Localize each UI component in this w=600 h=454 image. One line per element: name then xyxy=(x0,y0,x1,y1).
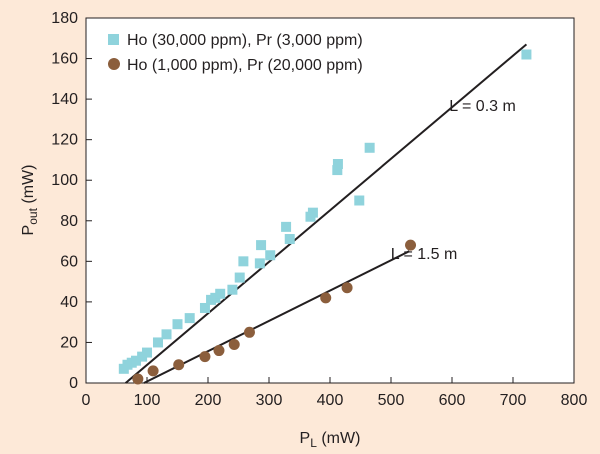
y-tick-label: 140 xyxy=(51,91,78,108)
y-tick-label: 40 xyxy=(60,294,78,311)
x-tick-label: 600 xyxy=(439,392,466,409)
data-point-series-1 xyxy=(227,284,238,295)
x-tick-label: 300 xyxy=(256,392,283,409)
legend-marker-circle xyxy=(108,58,120,70)
y-tick-label: 160 xyxy=(51,51,78,68)
data-point-series-2 xyxy=(405,239,417,251)
x-tick-label: 800 xyxy=(561,392,588,409)
fit-lines xyxy=(125,43,528,384)
data-point-series-1 xyxy=(265,250,276,261)
plot-area xyxy=(85,17,575,384)
data-point-series-1 xyxy=(238,256,249,267)
x-tick-label: 100 xyxy=(134,392,161,409)
y-tick-label: 180 xyxy=(51,10,78,27)
y-axis-title: Pout (mW) xyxy=(20,165,40,236)
x-tick-label: 500 xyxy=(378,392,405,409)
annotation-line-1: L = 0.3 m xyxy=(449,98,516,115)
data-point-series-1 xyxy=(234,272,245,283)
x-tick-label: 400 xyxy=(317,392,344,409)
data-point-series-2 xyxy=(147,365,159,377)
data-point-series-2 xyxy=(199,351,211,363)
x-tick-label: 700 xyxy=(500,392,527,409)
data-point-series-1 xyxy=(354,195,365,206)
data-point-series-2 xyxy=(173,359,185,371)
y-tick-label: 120 xyxy=(51,132,78,149)
data-point-series-1 xyxy=(131,355,142,366)
y-axis-ticks: 0 20 40 60 80 100 120 140 160 180 xyxy=(51,10,92,392)
legend-label-series-1: Ho (30,000 ppm), Pr (3,000 ppm) xyxy=(127,32,363,49)
data-point-series-1 xyxy=(215,288,226,299)
data-point-series-2 xyxy=(132,373,144,385)
data-point-series-1 xyxy=(152,337,163,348)
y-tick-label: 20 xyxy=(60,334,78,351)
legend-label-series-2: Ho (1,000 ppm), Pr (20,000 ppm) xyxy=(127,57,363,74)
data-markers xyxy=(118,49,532,385)
data-point-series-1 xyxy=(199,302,210,313)
y-tick-label: 0 xyxy=(69,375,78,392)
x-axis-title: PL (mW) xyxy=(300,430,361,450)
y-tick-label: 60 xyxy=(60,253,78,270)
data-point-series-1 xyxy=(284,234,295,245)
data-point-series-1 xyxy=(172,319,183,330)
data-point-series-2 xyxy=(213,345,225,357)
annotation-line-2: L = 1.5 m xyxy=(391,246,458,263)
x-axis-ticks: 0 100 200 300 400 500 600 700 800 xyxy=(82,377,588,409)
data-point-series-1 xyxy=(142,347,152,358)
data-point-series-2 xyxy=(228,338,240,350)
legend-marker-square xyxy=(108,34,119,45)
data-point-series-1 xyxy=(184,313,195,324)
x-tick-label: 0 xyxy=(82,392,91,409)
fit-line-series-1 xyxy=(125,43,528,384)
data-point-series-2 xyxy=(341,282,353,294)
y-tick-label: 100 xyxy=(51,172,78,189)
data-point-series-2 xyxy=(320,292,332,304)
fit-line-series-2 xyxy=(143,250,410,384)
data-point-series-1 xyxy=(161,329,172,340)
data-point-series-1 xyxy=(281,221,292,232)
x-tick-label: 200 xyxy=(195,392,222,409)
data-point-series-1 xyxy=(254,258,265,269)
data-point-series-1 xyxy=(332,159,343,169)
data-point-series-1 xyxy=(256,240,267,251)
data-point-series-1 xyxy=(307,207,318,218)
legend: Ho (30,000 ppm), Pr (3,000 ppm) Ho (1,00… xyxy=(108,32,363,74)
data-point-series-2 xyxy=(243,326,255,338)
y-tick-label: 80 xyxy=(60,213,78,230)
data-point-series-1 xyxy=(364,142,375,153)
data-point-series-1 xyxy=(521,49,532,60)
data-point-series-1 xyxy=(332,165,343,176)
